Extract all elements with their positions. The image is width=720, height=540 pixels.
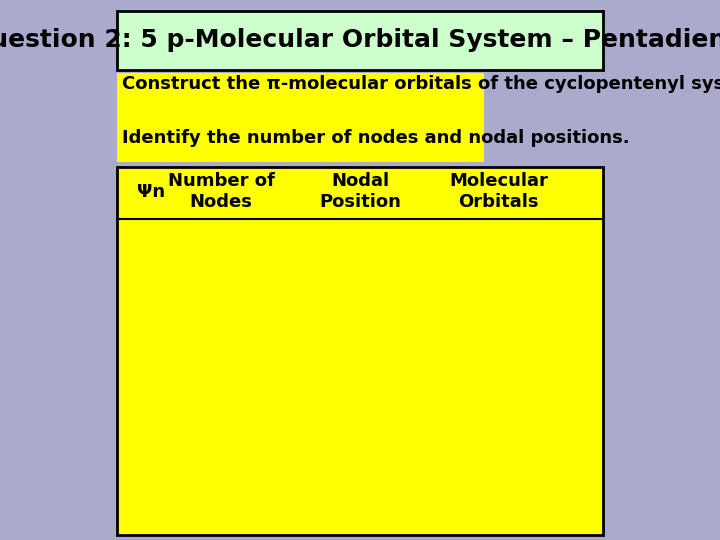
- Text: Question 2: 5 p-Molecular Orbital System – Pentadienyl: Question 2: 5 p-Molecular Orbital System…: [0, 29, 720, 52]
- Text: Ψn: Ψn: [137, 183, 165, 201]
- Text: Molecular
Orbitals: Molecular Orbitals: [449, 172, 549, 211]
- Text: Identify the number of nodes and nodal positions.: Identify the number of nodes and nodal p…: [122, 129, 629, 147]
- FancyBboxPatch shape: [117, 167, 603, 535]
- Text: Number of
Nodes: Number of Nodes: [168, 172, 274, 211]
- Text: Nodal
Position: Nodal Position: [319, 172, 401, 211]
- FancyBboxPatch shape: [117, 73, 484, 162]
- FancyBboxPatch shape: [117, 11, 603, 70]
- Text: Construct the π-molecular orbitals of the cyclopentenyl system.: Construct the π-molecular orbitals of th…: [122, 75, 720, 93]
